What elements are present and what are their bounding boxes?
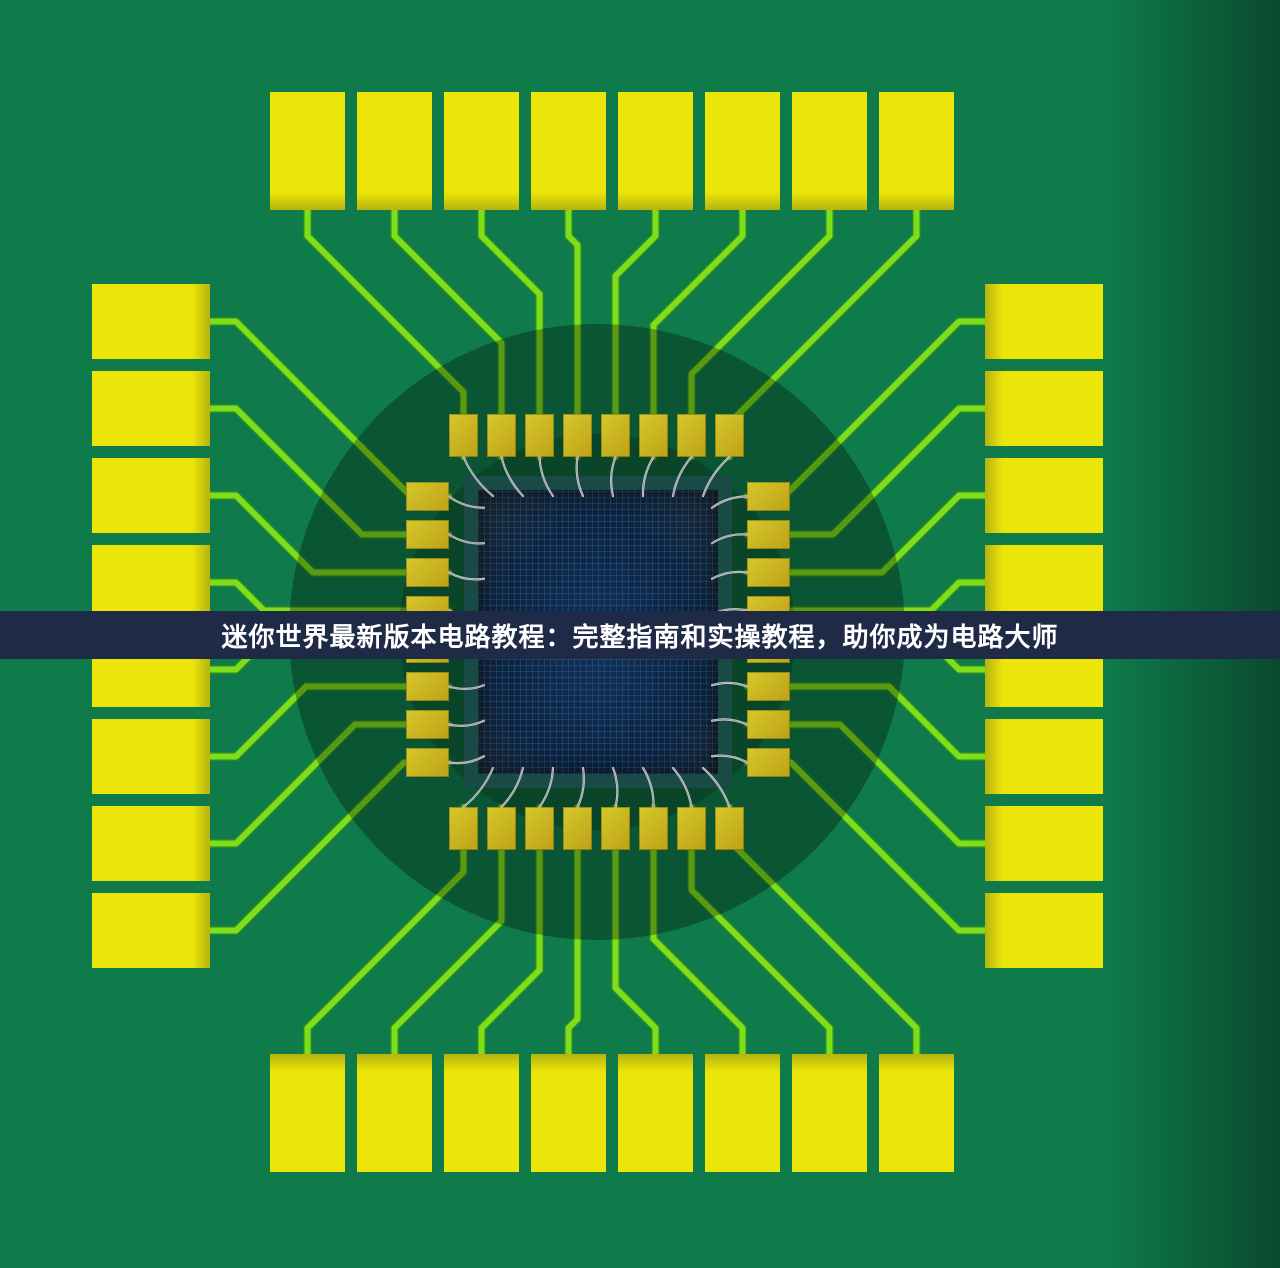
chip-pin [639, 807, 668, 850]
outer-pad [444, 92, 519, 210]
chip-pin [639, 414, 668, 457]
outer-pad [92, 545, 210, 620]
title-text: 迷你世界最新版本电路教程：完整指南和实操教程，助你成为电路大师 [221, 617, 1058, 654]
outer-pad [357, 1054, 432, 1172]
outer-pad [985, 458, 1103, 533]
outer-pad [985, 371, 1103, 446]
chip-pin [715, 414, 744, 457]
outer-pad [92, 806, 210, 881]
outer-pad [985, 719, 1103, 794]
outer-pad [92, 458, 210, 533]
chip-pin [406, 558, 449, 587]
chip-pin [677, 414, 706, 457]
outer-pad [985, 806, 1103, 881]
chip-pin [449, 807, 478, 850]
chip-pin [677, 807, 706, 850]
outer-pad [531, 92, 606, 210]
chip-pin [747, 558, 790, 587]
outer-pad [705, 1054, 780, 1172]
chip-pin [715, 807, 744, 850]
chip-pin [406, 520, 449, 549]
chip-pin [747, 748, 790, 777]
chip-pin [406, 748, 449, 777]
outer-pad [879, 92, 954, 210]
chip-pin [487, 414, 516, 457]
outer-pad [618, 92, 693, 210]
outer-pad [357, 92, 432, 210]
chip-pin [747, 482, 790, 511]
chip-pin [747, 710, 790, 739]
chip-pin [747, 672, 790, 701]
chip-pin [487, 807, 516, 850]
outer-pad [792, 92, 867, 210]
title-banner: 迷你世界最新版本电路教程：完整指南和实操教程，助你成为电路大师 [0, 611, 1280, 659]
chip-pin [406, 710, 449, 739]
chip-pin [406, 482, 449, 511]
chip-pin [406, 672, 449, 701]
outer-pad [985, 545, 1103, 620]
outer-pad [985, 893, 1103, 968]
outer-pad [92, 284, 210, 359]
chip-pin [525, 414, 554, 457]
chip-pin [601, 807, 630, 850]
outer-pad [985, 284, 1103, 359]
outer-pad [531, 1054, 606, 1172]
chip-pin [525, 807, 554, 850]
chip-diagram: 迷你世界最新版本电路教程：完整指南和实操教程，助你成为电路大师 [0, 0, 1280, 1268]
outer-pad [879, 1054, 954, 1172]
outer-pad [92, 371, 210, 446]
outer-pad [618, 1054, 693, 1172]
chip-pin [563, 414, 592, 457]
outer-pad [792, 1054, 867, 1172]
chip-pin [747, 520, 790, 549]
outer-pad [270, 1054, 345, 1172]
outer-pad [270, 92, 345, 210]
outer-pad [92, 719, 210, 794]
chip-pin [601, 414, 630, 457]
outer-pad [92, 893, 210, 968]
outer-pad [444, 1054, 519, 1172]
chip-pin [449, 414, 478, 457]
outer-pad [705, 92, 780, 210]
chip-pin [563, 807, 592, 850]
